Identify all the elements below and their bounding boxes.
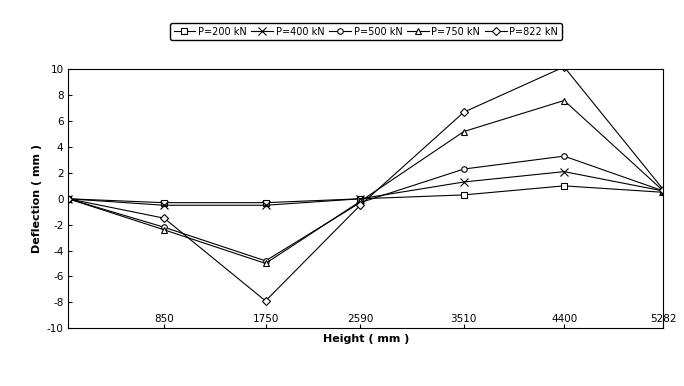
P=200 kN <box>356 196 365 201</box>
Legend: P=200 kN, P=400 kN, P=500 kN, P=750 kN, P=822 kN: P=200 kN, P=400 kN, P=500 kN, P=750 kN, … <box>170 23 562 41</box>
P=400 kN <box>560 169 568 174</box>
P=500 kN <box>460 167 468 171</box>
P=200 kN <box>160 200 168 205</box>
Line: P=750 kN: P=750 kN <box>65 97 667 267</box>
P=822 kN <box>356 203 365 208</box>
P=400 kN <box>460 179 468 184</box>
P=750 kN <box>659 189 668 193</box>
P=750 kN <box>261 261 269 266</box>
P=750 kN <box>460 129 468 134</box>
P=822 kN <box>261 299 269 303</box>
P=750 kN <box>64 196 73 201</box>
P=822 kN <box>659 188 668 192</box>
Line: P=500 kN: P=500 kN <box>66 153 666 264</box>
P=750 kN <box>356 199 365 204</box>
P=200 kN <box>460 193 468 197</box>
P=500 kN <box>64 196 73 201</box>
Line: P=822 kN: P=822 kN <box>66 64 666 304</box>
P=200 kN <box>560 183 568 188</box>
P=500 kN <box>659 189 668 193</box>
P=400 kN <box>160 203 168 208</box>
P=500 kN <box>560 154 568 158</box>
P=400 kN <box>261 203 269 208</box>
P=750 kN <box>160 227 168 232</box>
P=400 kN <box>356 196 365 201</box>
P=200 kN <box>64 196 73 201</box>
X-axis label: Height ( mm ): Height ( mm ) <box>323 334 409 344</box>
P=750 kN <box>560 98 568 103</box>
P=822 kN <box>460 110 468 115</box>
P=822 kN <box>64 196 73 201</box>
P=822 kN <box>160 216 168 220</box>
P=500 kN <box>261 259 269 263</box>
P=500 kN <box>356 200 365 205</box>
Y-axis label: Deflection ( mm ): Deflection ( mm ) <box>33 144 42 253</box>
P=822 kN <box>560 64 568 69</box>
P=400 kN <box>659 189 668 193</box>
P=400 kN <box>64 196 73 201</box>
Line: P=400 kN: P=400 kN <box>64 168 668 210</box>
P=200 kN <box>261 200 269 205</box>
Line: P=200 kN: P=200 kN <box>66 183 666 205</box>
P=500 kN <box>160 225 168 230</box>
P=200 kN <box>659 190 668 195</box>
